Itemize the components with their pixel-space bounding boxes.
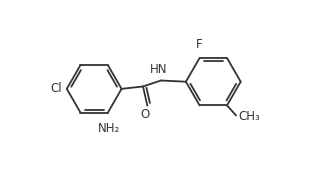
- Text: HN: HN: [150, 63, 167, 76]
- Text: NH₂: NH₂: [98, 122, 120, 135]
- Text: F: F: [196, 38, 203, 51]
- Text: Cl: Cl: [51, 82, 62, 95]
- Text: CH₃: CH₃: [238, 110, 260, 123]
- Text: O: O: [141, 108, 150, 121]
